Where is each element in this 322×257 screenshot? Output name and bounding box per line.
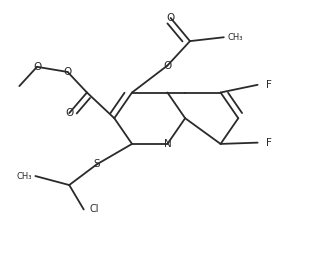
Text: N: N [164, 139, 171, 149]
Text: F: F [266, 138, 271, 148]
Text: O: O [65, 108, 73, 118]
Text: O: O [163, 61, 172, 70]
Text: S: S [93, 160, 100, 169]
Text: Cl: Cl [90, 205, 99, 214]
Text: O: O [166, 13, 175, 23]
Text: F: F [266, 80, 271, 90]
Text: CH₃: CH₃ [227, 33, 242, 42]
Text: O: O [33, 62, 41, 72]
Text: O: O [63, 67, 72, 77]
Text: CH₃: CH₃ [17, 171, 32, 181]
